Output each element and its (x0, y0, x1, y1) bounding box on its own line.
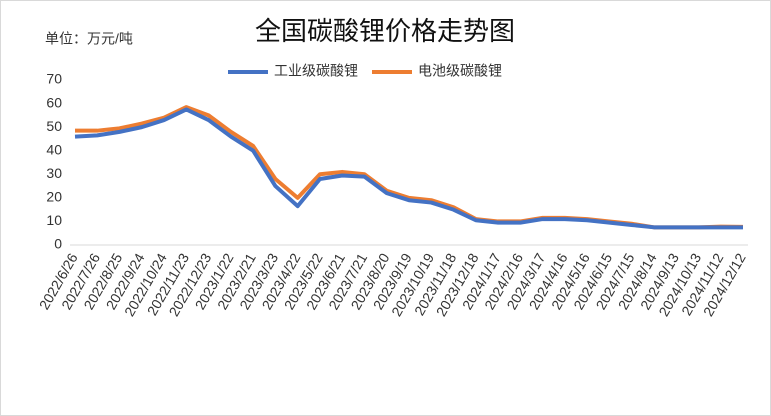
y-tick-label: 40 (46, 141, 62, 157)
y-tick-label: 10 (46, 212, 62, 228)
y-tick-label: 70 (46, 71, 62, 87)
y-tick-label: 50 (46, 118, 62, 134)
y-tick-label: 0 (54, 236, 62, 252)
y-tick-label: 20 (46, 189, 62, 205)
y-tick-label: 30 (46, 165, 62, 181)
line-series (74, 107, 743, 230)
chart-title: 全国碳酸锂价格走势图 (255, 17, 515, 46)
legend-label: 电池级碳酸锂 (418, 63, 502, 79)
legend-label: 工业级碳酸锂 (274, 63, 358, 79)
y-tick-label: 60 (46, 94, 62, 110)
unit-label: 单位：万元/吨 (45, 31, 133, 47)
